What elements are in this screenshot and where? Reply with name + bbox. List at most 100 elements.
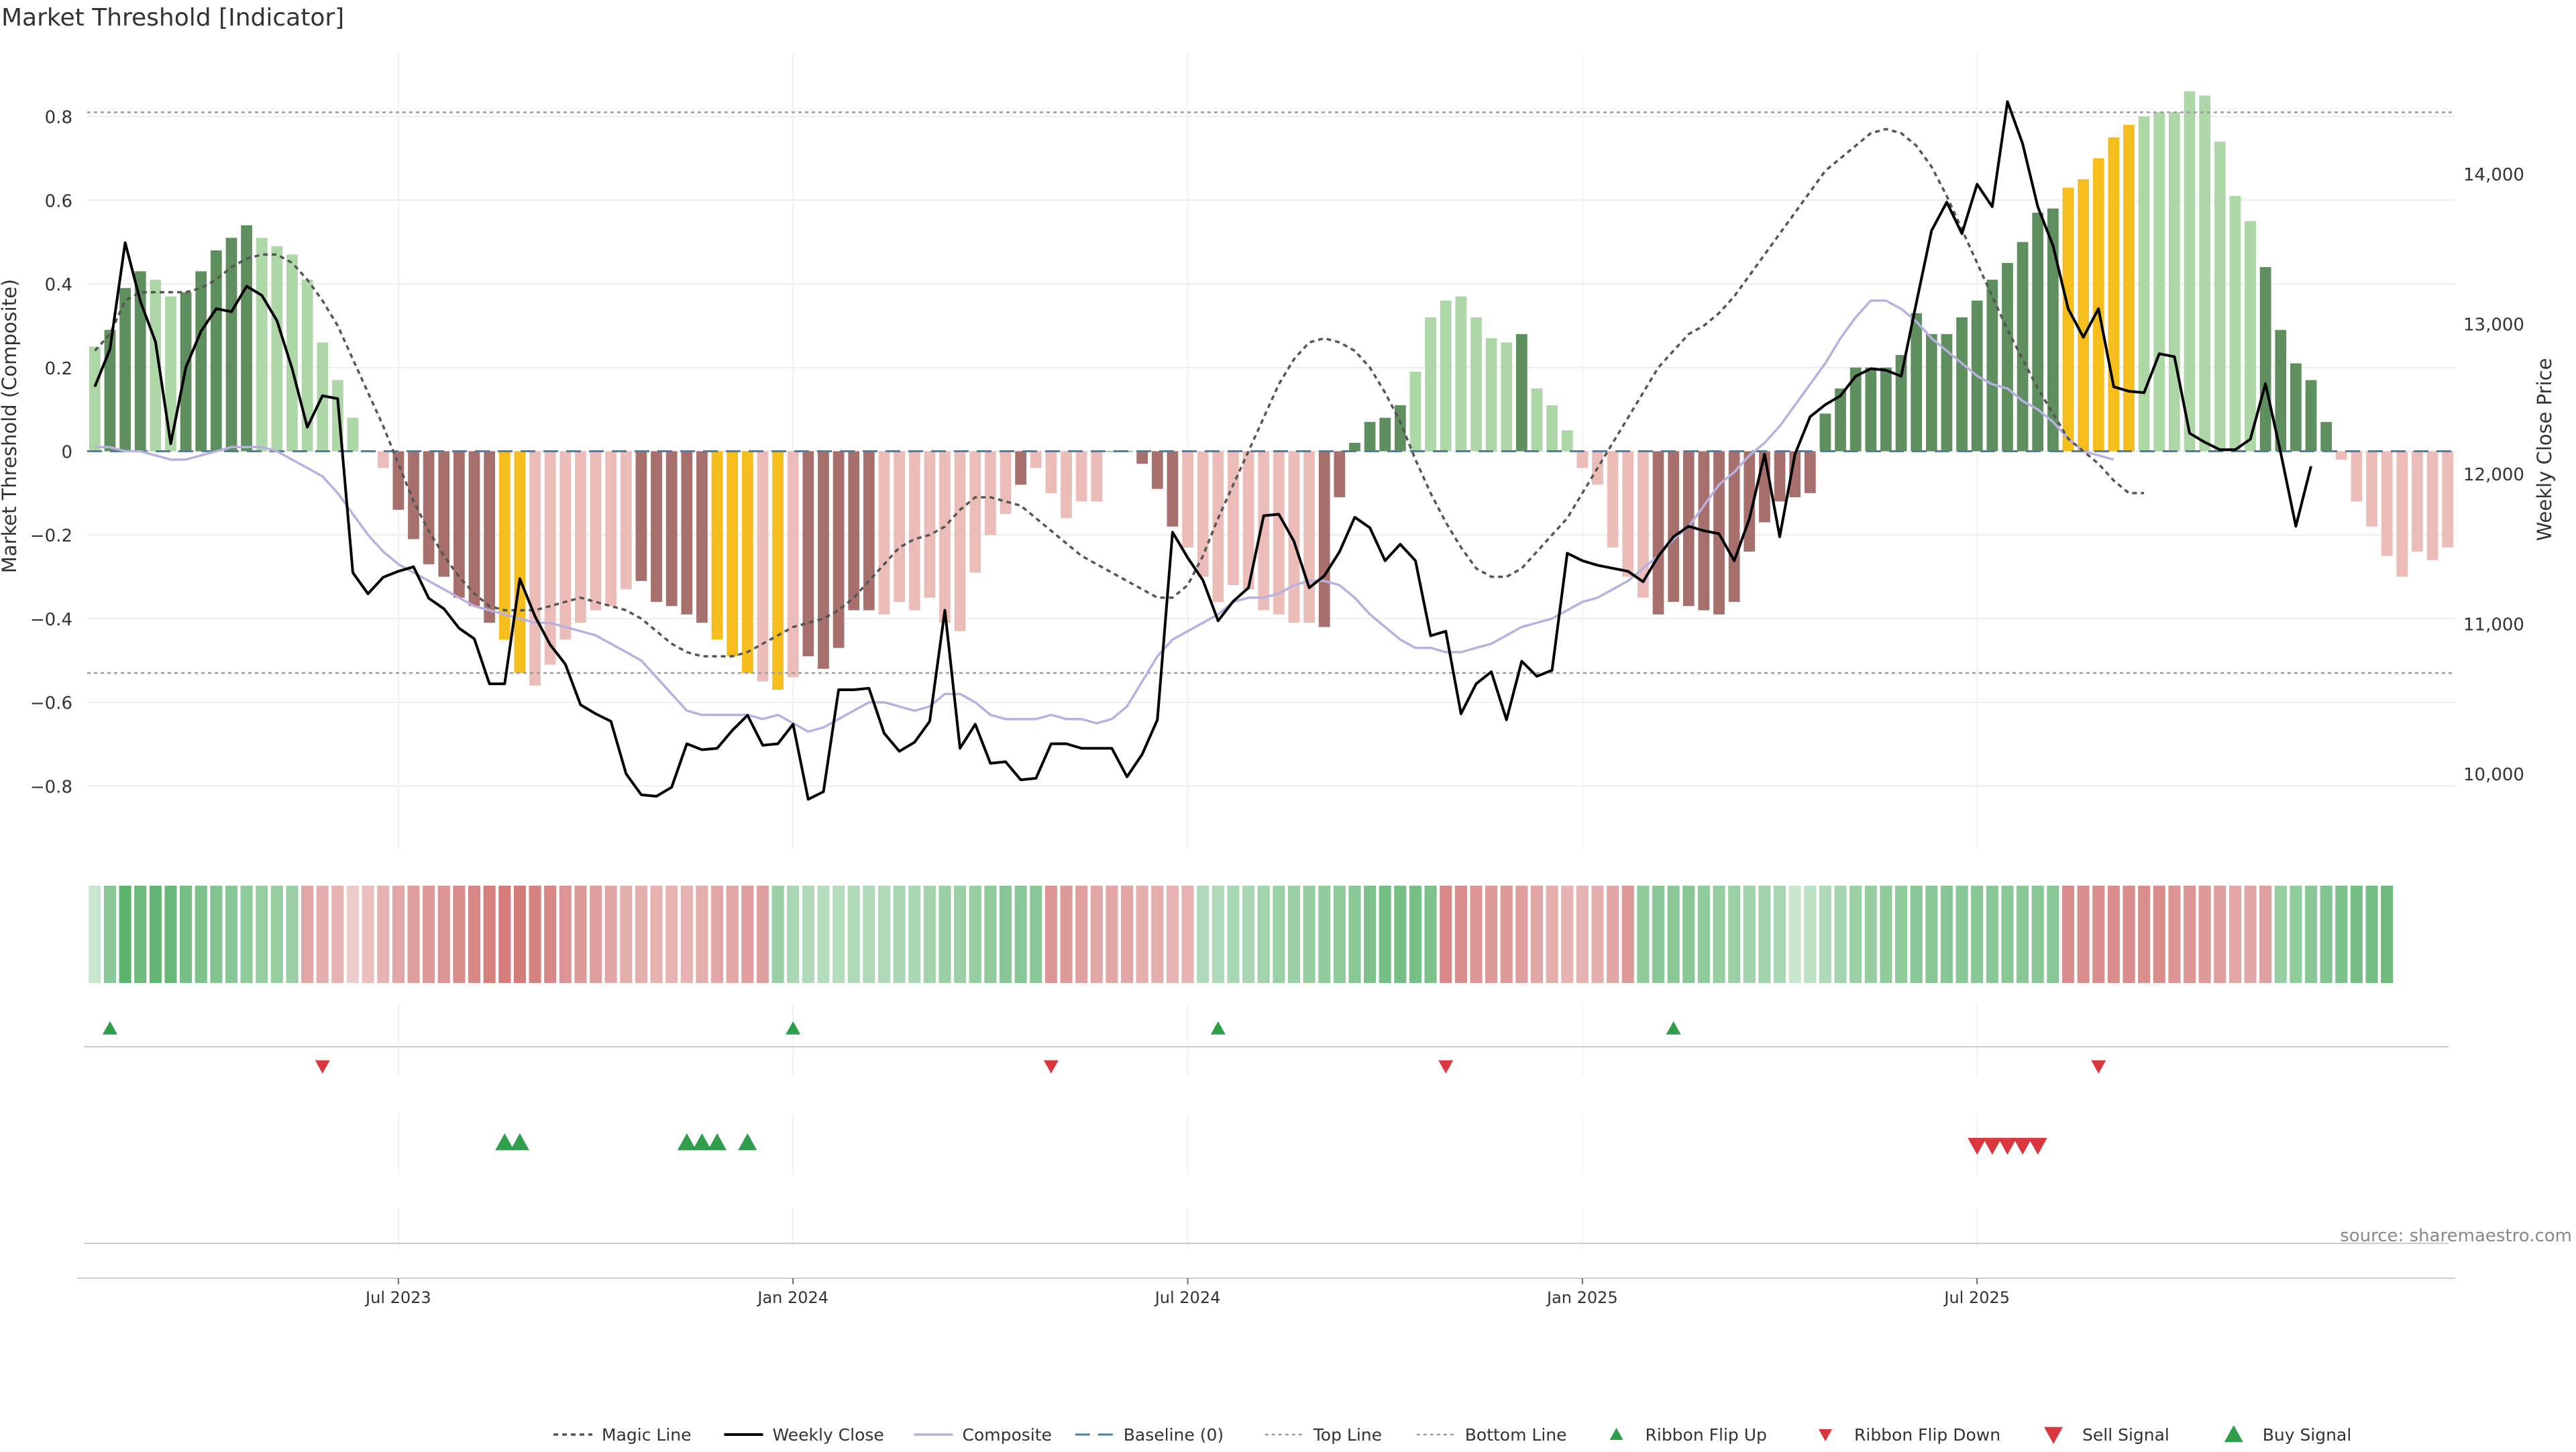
ribbon-cell xyxy=(847,886,860,983)
composite-bar xyxy=(605,451,617,607)
composite-bar xyxy=(1561,430,1573,452)
ribbon-cell xyxy=(787,886,800,983)
composite-bar xyxy=(1849,367,1862,452)
composite-bar xyxy=(1151,451,1163,489)
ribbon-cell xyxy=(2031,886,2044,983)
legend-item-baseline: Baseline (0) xyxy=(1075,1425,1224,1445)
sell-signal-marker xyxy=(1982,1137,2002,1155)
ribbon-cell xyxy=(1257,886,1270,983)
composite-bar xyxy=(286,254,298,452)
composite-bar xyxy=(848,451,860,611)
buy-signal-marker xyxy=(692,1133,712,1151)
legend-label: Bottom Line xyxy=(1465,1425,1567,1445)
right-axis: 14,000 13,000 12,000 11,000 10,000 xyxy=(2463,165,2524,785)
composite-bar xyxy=(1258,451,1270,611)
ribbon-cell xyxy=(877,886,891,983)
composite-bar xyxy=(453,451,465,598)
composite-bar xyxy=(1394,405,1406,452)
y-axis-right-label: Weekly Close Price xyxy=(2533,358,2556,541)
ribbon-cell xyxy=(1106,886,1118,983)
composite-bar xyxy=(1045,451,1057,493)
composite-bar xyxy=(1941,333,1953,452)
ribbon-cell xyxy=(134,886,147,983)
ribbon-cell xyxy=(1788,886,1801,983)
composite-bar xyxy=(1728,451,1740,603)
ribbon-cell xyxy=(1030,886,1042,983)
ribbon-cell xyxy=(1561,886,1574,983)
legend-label: Composite xyxy=(963,1425,1052,1445)
composite-bar xyxy=(1273,451,1285,615)
ribbon-cell xyxy=(2107,886,2120,983)
composite-bar xyxy=(2320,421,2332,452)
y-tick-right: 11,000 xyxy=(2463,615,2524,635)
composite-bar xyxy=(423,451,435,564)
ribbon-cell xyxy=(2320,886,2332,983)
ribbon-cell xyxy=(2274,886,2287,983)
composite-bar xyxy=(985,451,996,535)
ribbon-cell xyxy=(2229,886,2241,983)
composite-bar xyxy=(408,451,419,539)
ribbon-cell xyxy=(2214,886,2226,983)
y-tick-left: 0.6 xyxy=(45,191,72,211)
composite-bar xyxy=(271,246,283,452)
legend-swatch-buy xyxy=(2224,1425,2243,1443)
weekly-close-line xyxy=(93,100,2312,801)
ribbon-cell xyxy=(1652,886,1665,983)
y-tick-right: 13,000 xyxy=(2463,315,2524,335)
ribbon-cell xyxy=(1971,886,1984,983)
ribbon-cell xyxy=(437,886,450,983)
ribbon-cell xyxy=(1227,886,1240,983)
ribbon-cell xyxy=(119,886,131,983)
composite-bar xyxy=(514,451,526,674)
composite-bar xyxy=(1911,313,1923,452)
ribbon-cell xyxy=(1273,886,1285,983)
legend-swatch-flipdown xyxy=(1819,1429,1832,1441)
ribbon-cell xyxy=(893,886,906,983)
y-tick-left: −0.2 xyxy=(30,526,72,546)
ribbon-cell xyxy=(149,886,162,983)
ribbon-cell xyxy=(726,886,739,983)
ribbon-cell xyxy=(1834,886,1847,983)
composite-bar xyxy=(1576,451,1589,468)
ribbon-cell xyxy=(1773,886,1786,983)
ribbon-cell xyxy=(650,886,663,983)
legend: Magic Line Weekly Close Composite Baseline … xyxy=(553,1425,2351,1445)
ribbon-cell xyxy=(863,886,875,983)
composite-bar xyxy=(787,451,799,678)
y-tick-right: 12,000 xyxy=(2463,465,2524,485)
composite-bar xyxy=(2078,179,2089,452)
legend-label: Magic Line xyxy=(602,1425,692,1445)
ribbon-cell xyxy=(2335,886,2348,983)
composite-bar xyxy=(2305,380,2317,452)
ribbon-flip-up-marker xyxy=(102,1021,117,1035)
composite-bar xyxy=(1242,451,1254,590)
ribbon-cell xyxy=(103,886,116,983)
buy-signal-marker xyxy=(495,1133,515,1151)
composite-bar xyxy=(1349,443,1360,452)
composite-bar xyxy=(2290,363,2302,452)
ribbon-cell xyxy=(316,886,329,983)
ribbon-flip-down-marker xyxy=(315,1060,330,1074)
composite-bar xyxy=(1440,300,1452,452)
ribbon-cell xyxy=(2183,886,2196,983)
ribbon-cell xyxy=(301,886,314,983)
ribbon-cell xyxy=(2047,886,2059,983)
composite-bar xyxy=(1986,279,1998,452)
composite-bar xyxy=(741,451,753,674)
ribbon-cell xyxy=(711,886,724,983)
composite-bar xyxy=(1956,317,1968,452)
ribbon-cell xyxy=(1379,886,1391,983)
ribbon-cell xyxy=(559,886,572,983)
ribbon-cell xyxy=(2123,886,2135,983)
ribbon-cell xyxy=(1044,886,1057,983)
ribbon-cell xyxy=(1424,886,1437,983)
ribbon-cell xyxy=(1546,886,1558,983)
ribbon-cell xyxy=(2077,886,2090,983)
composite-bar xyxy=(468,451,480,607)
ribbon-cell xyxy=(665,886,678,983)
composite-bar xyxy=(1819,413,1831,452)
ribbon-cell xyxy=(1864,886,1877,983)
composite-bar xyxy=(2396,451,2408,577)
composite-bar xyxy=(559,451,572,640)
ribbon-cell xyxy=(908,886,921,983)
